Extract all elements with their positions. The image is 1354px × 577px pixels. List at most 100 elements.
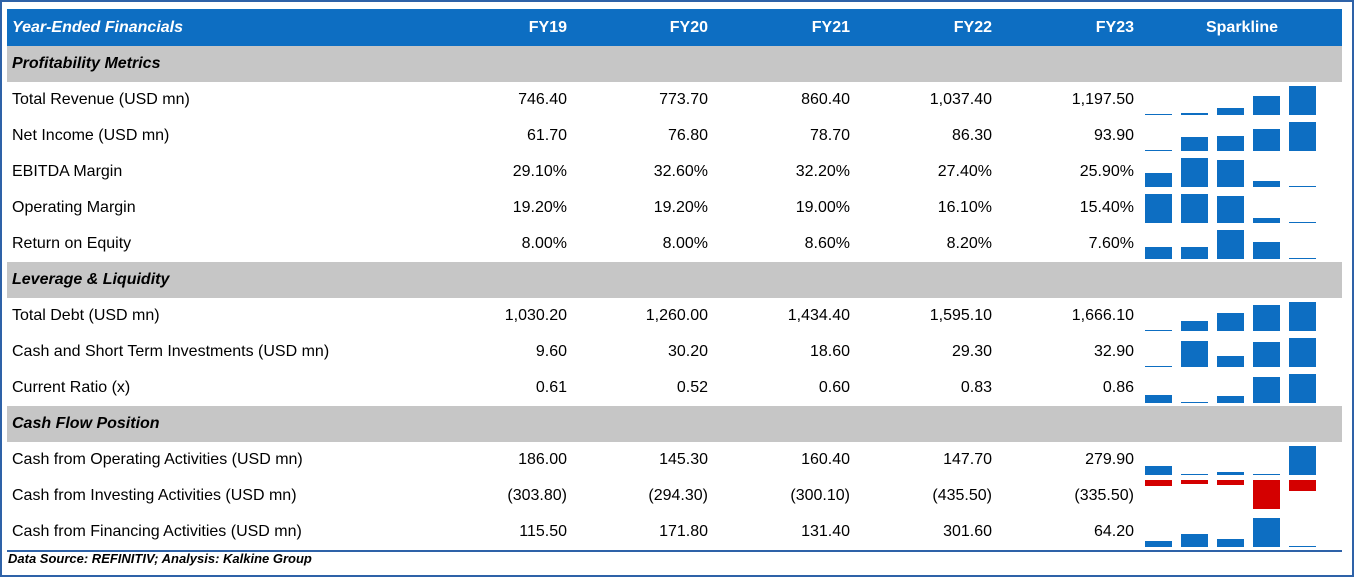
value-cell: 7.60% <box>1088 235 1134 252</box>
sparkline-bar <box>1145 194 1172 223</box>
sparkline-bar <box>1289 122 1316 151</box>
table-row: Cash and Short Term Investments (USD mn)… <box>7 334 1342 370</box>
table-row: Total Debt (USD mn) 1,030.20 1,260.00 1,434… <box>7 298 1342 334</box>
value-cell: 746.40 <box>518 91 567 108</box>
sparkline-bar <box>1181 137 1208 151</box>
sparkline-bar <box>1217 355 1244 367</box>
sparkline-cell <box>1142 478 1342 514</box>
section-title: Profitability Metrics <box>7 46 1342 82</box>
row-label: Cash and Short Term Investments (USD mn) <box>12 343 330 360</box>
value-cell: 1,595.10 <box>929 307 992 324</box>
sparkline-bar <box>1217 538 1244 547</box>
sparkline-bar <box>1253 518 1280 547</box>
sparkline-cell <box>1142 334 1342 370</box>
value-cell: 1,434.40 <box>787 307 850 324</box>
sparkline <box>1142 226 1342 262</box>
sparkline-bar <box>1253 342 1280 367</box>
sparkline-cell <box>1142 298 1342 334</box>
sparkline-bar <box>1253 180 1280 187</box>
year-header-fy20: FY20 <box>575 9 716 46</box>
value-cell: 115.50 <box>427 514 575 552</box>
value-cell: 29.30 <box>951 343 992 360</box>
table-row: Net Income (USD mn) 61.70 76.80 78.70 86.30 9… <box>7 118 1342 154</box>
sparkline-bar <box>1289 338 1316 367</box>
sparkline-bar <box>1145 173 1172 187</box>
sparkline-bar <box>1253 305 1280 331</box>
value-cell: 32.20% <box>795 163 850 180</box>
value-cell: 16.10% <box>937 199 992 216</box>
sparkline-bar <box>1217 135 1244 151</box>
value-cell: 0.83 <box>960 379 992 396</box>
table-row: Return on Equity 8.00% 8.00% 8.60% 8.20% 7.60… <box>7 226 1342 262</box>
sparkline-cell <box>1142 190 1342 226</box>
value-cell: 0.52 <box>676 379 708 396</box>
row-label: EBITDA Margin <box>12 163 123 180</box>
sparkline-bar <box>1145 466 1172 475</box>
value-cell: 9.60 <box>535 343 567 360</box>
sparkline-bar <box>1289 374 1316 403</box>
sparkline-bar <box>1181 474 1208 475</box>
sparkline-bar <box>1253 217 1280 223</box>
value-cell: 29.10% <box>512 163 567 180</box>
table-title: Year-Ended Financials <box>7 9 427 46</box>
sparkline-bar <box>1181 402 1208 403</box>
sparkline-bar <box>1253 480 1280 509</box>
table-row: EBITDA Margin 29.10% 32.60% 32.20% 27.40% 25.… <box>7 154 1342 190</box>
sparkline-bar <box>1253 241 1280 259</box>
value-cell: 18.60 <box>809 343 850 360</box>
value-cell: 160.40 <box>801 451 850 468</box>
table-row: Cash from Financing Activities (USD mn) 1… <box>7 514 1342 552</box>
value-cell: 1,666.10 <box>1071 307 1134 324</box>
value-cell: 8.00% <box>521 235 567 252</box>
row-label: Return on Equity <box>12 235 132 252</box>
sparkline-bar <box>1181 247 1208 259</box>
row-label: Current Ratio (x) <box>12 379 131 396</box>
year-header-fy22: FY22 <box>858 9 1000 46</box>
value-cell: 1,030.20 <box>504 307 567 324</box>
value-cell: 773.70 <box>659 91 708 108</box>
sparkline-bar <box>1289 480 1316 492</box>
sparkline-bar <box>1145 366 1172 367</box>
sparkline-cell <box>1142 154 1342 190</box>
sparkline-bar <box>1145 247 1172 259</box>
year-header-fy23: FY23 <box>1000 9 1142 46</box>
sparkline <box>1142 298 1342 334</box>
value-cell: 279.90 <box>1085 451 1134 468</box>
sparkline-bar <box>1217 312 1244 331</box>
section-row: Cash Flow Position <box>7 406 1342 442</box>
sparkline-bar <box>1181 113 1208 115</box>
value-cell: 25.90% <box>1079 163 1134 180</box>
sparkline <box>1142 190 1342 226</box>
financials-table: Year-Ended Financials FY19 FY20 FY21 FY2… <box>7 9 1342 552</box>
sparkline-bar <box>1145 330 1172 331</box>
row-label: Cash from Operating Activities (USD mn) <box>12 451 303 468</box>
value-cell: (435.50) <box>932 487 992 504</box>
sparkline-bar <box>1145 395 1172 403</box>
value-cell: 78.70 <box>809 127 850 144</box>
table-row: Total Revenue (USD mn) 746.40 773.70 860.40… <box>7 82 1342 118</box>
value-cell: 1,197.50 <box>1071 91 1134 108</box>
table-row: Current Ratio (x) 0.61 0.52 0.60 0.83 0.86 <box>7 370 1342 406</box>
table-row: Operating Margin 19.20% 19.20% 19.00% 16.10%… <box>7 190 1342 226</box>
sparkline <box>1142 154 1342 190</box>
sparkline-bar <box>1217 159 1244 187</box>
sparkline-cell <box>1142 514 1342 552</box>
row-label: Cash from Financing Activities (USD mn) <box>7 514 427 552</box>
sparkline <box>1142 514 1342 549</box>
sparkline-bar <box>1181 341 1208 367</box>
sparkline-bar <box>1181 533 1208 547</box>
row-label: Net Income (USD mn) <box>12 127 170 144</box>
value-cell: (303.80) <box>507 487 567 504</box>
sparkline-bar <box>1253 96 1280 115</box>
sparkline-bar <box>1145 480 1172 486</box>
sparkline <box>1142 478 1342 514</box>
value-cell: 19.20% <box>512 199 567 216</box>
row-label: Cash from Investing Activities (USD mn) <box>12 487 297 504</box>
sparkline-cell <box>1142 82 1342 118</box>
value-cell: 0.86 <box>1102 379 1134 396</box>
sparkline-bar <box>1217 230 1244 259</box>
value-cell: 32.90 <box>1093 343 1134 360</box>
sparkline-bar <box>1289 446 1316 475</box>
value-cell: 27.40% <box>937 163 992 180</box>
